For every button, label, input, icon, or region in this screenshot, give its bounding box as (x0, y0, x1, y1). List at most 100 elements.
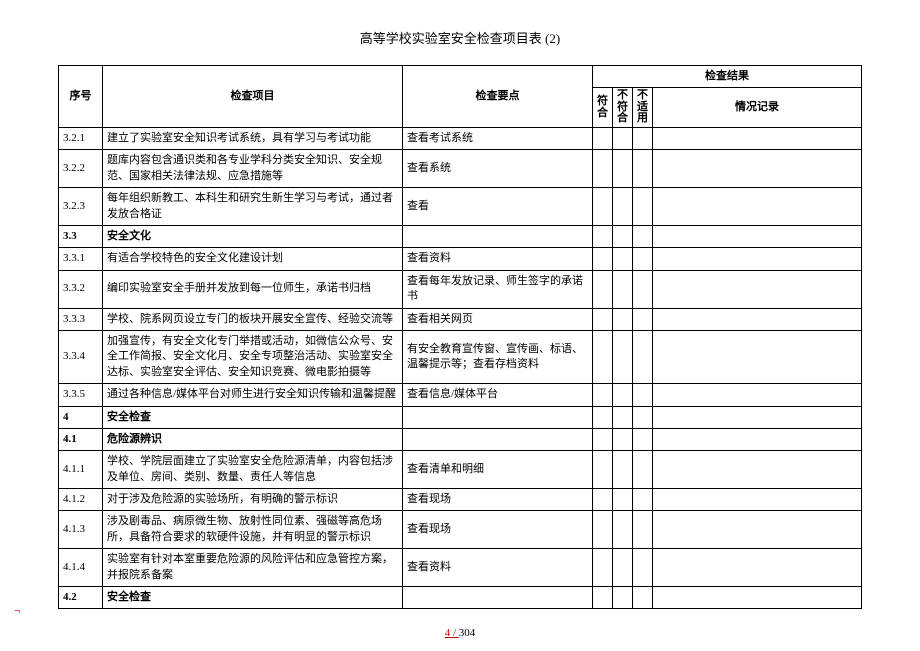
cell-seq: 4.1.2 (59, 489, 103, 511)
cell-seq: 3.2.2 (59, 150, 103, 188)
cell-check (593, 308, 613, 330)
cell-check (613, 384, 633, 406)
cell-seq: 4.1.4 (59, 549, 103, 587)
cell-point (403, 428, 593, 450)
cell-record (653, 587, 862, 609)
cell-check (613, 587, 633, 609)
cell-seq: 3.3 (59, 225, 103, 247)
cell-point (403, 406, 593, 428)
cell-check (613, 308, 633, 330)
cell-check (633, 225, 653, 247)
cell-check (593, 511, 613, 549)
cell-point: 查看信息/媒体平台 (403, 384, 593, 406)
cell-record (653, 248, 862, 270)
table-row: 3.3.4加强宣传，有安全文化专门举措或活动，如微信公众号、安全工作简报、安全文… (59, 330, 862, 383)
cell-item: 实验室有针对本室重要危险源的风险评估和应急管控方案，并报院系备案 (103, 549, 403, 587)
cell-item: 每年组织新教工、本科生和研究生新生学习与考试，通过者发放合格证 (103, 188, 403, 226)
cell-check (593, 489, 613, 511)
cell-seq: 3.2.1 (59, 128, 103, 150)
cell-item: 编印实验室安全手册并发放到每一位师生，承诺书归档 (103, 270, 403, 308)
cell-check (613, 225, 633, 247)
cell-seq: 3.3.5 (59, 384, 103, 406)
cell-point: 查看资料 (403, 549, 593, 587)
cell-item: 安全检查 (103, 406, 403, 428)
table-row: 3.3.5通过各种信息/媒体平台对师生进行安全知识传输和温馨提醒查看信息/媒体平… (59, 384, 862, 406)
cell-seq: 4.1 (59, 428, 103, 450)
cell-check (593, 128, 613, 150)
table-row: 4.1危险源辨识 (59, 428, 862, 450)
cell-item: 有适合学校特色的安全文化建设计划 (103, 248, 403, 270)
cell-check (633, 150, 653, 188)
cell-check (613, 270, 633, 308)
cell-check (593, 384, 613, 406)
header-na: 不适用 (633, 88, 653, 128)
cell-check (613, 128, 633, 150)
cell-check (613, 549, 633, 587)
cell-item: 题库内容包含通识类和各专业学科分类安全知识、安全规范、国家相关法律法规、应急措施… (103, 150, 403, 188)
cell-record (653, 489, 862, 511)
cell-seq: 3.3.3 (59, 308, 103, 330)
cell-point: 查看考试系统 (403, 128, 593, 150)
cell-record (653, 270, 862, 308)
header-seq: 序号 (59, 66, 103, 128)
table-row: 3.3.2编印实验室安全手册并发放到每一位师生，承诺书归档查看每年发放记录、师生… (59, 270, 862, 308)
cell-record (653, 308, 862, 330)
cell-check (633, 270, 653, 308)
cell-check (633, 406, 653, 428)
table-head: 序号 检查项目 检查要点 检查结果 符合 不符合 不适用 情况记录 (59, 66, 862, 128)
cell-check (633, 308, 653, 330)
cell-check (613, 406, 633, 428)
cell-check (613, 248, 633, 270)
cell-point: 查看 (403, 188, 593, 226)
header-fail: 不符合 (613, 88, 633, 128)
cell-point: 有安全教育宣传窗、宣传画、标语、温馨提示等；查看存档资料 (403, 330, 593, 383)
cell-check (593, 330, 613, 383)
cell-record (653, 128, 862, 150)
cell-record (653, 384, 862, 406)
page-title: 高等学校实验室安全检查项目表 (2) (58, 28, 862, 47)
page-footer: 4 / 304 (0, 627, 920, 639)
table-body: 3.2.1建立了实验室安全知识考试系统，具有学习与考试功能查看考试系统3.2.2… (59, 128, 862, 609)
cell-point: 查看相关网页 (403, 308, 593, 330)
document-page: 高等学校实验室安全检查项目表 (2) 序号 检查项目 检查要点 检查结果 符合 … (0, 0, 920, 609)
cell-check (593, 188, 613, 226)
cell-point (403, 587, 593, 609)
cell-check (613, 511, 633, 549)
cell-check (613, 188, 633, 226)
cell-record (653, 330, 862, 383)
cell-record (653, 225, 862, 247)
table-row: 4.1.1学校、学院层面建立了实验室安全危险源清单，内容包括涉及单位、房间、类别… (59, 451, 862, 489)
page-sep: / (450, 627, 459, 639)
header-pass: 符合 (593, 88, 613, 128)
table-row: 4.1.4实验室有针对本室重要危险源的风险评估和应急管控方案，并报院系备案查看资… (59, 549, 862, 587)
table-row: 4.1.3涉及剧毒品、病原微生物、放射性同位素、强磁等高危场所，具备符合要求的软… (59, 511, 862, 549)
cell-check (593, 549, 613, 587)
cell-seq: 3.3.4 (59, 330, 103, 383)
cell-check (613, 150, 633, 188)
cell-record (653, 406, 862, 428)
cell-item: 建立了实验室安全知识考试系统，具有学习与考试功能 (103, 128, 403, 150)
header-result-group: 检查结果 (593, 66, 862, 88)
table-row: 4安全检查 (59, 406, 862, 428)
table-row: 3.2.1建立了实验室安全知识考试系统，具有学习与考试功能查看考试系统 (59, 128, 862, 150)
cell-check (633, 128, 653, 150)
cell-item: 加强宣传，有安全文化专门举措或活动，如微信公众号、安全工作简报、安全文化月、安全… (103, 330, 403, 383)
cell-check (633, 384, 653, 406)
cell-check (633, 428, 653, 450)
table-row: 3.2.2题库内容包含通识类和各专业学科分类安全知识、安全规范、国家相关法律法规… (59, 150, 862, 188)
cell-check (593, 428, 613, 450)
cell-check (633, 511, 653, 549)
cell-record (653, 188, 862, 226)
cell-seq: 3.3.2 (59, 270, 103, 308)
cell-check (633, 188, 653, 226)
cell-point: 查看现场 (403, 489, 593, 511)
cell-point (403, 225, 593, 247)
cell-seq: 4.1.3 (59, 511, 103, 549)
cell-seq: 3.2.3 (59, 188, 103, 226)
cell-item: 安全文化 (103, 225, 403, 247)
cell-check (613, 428, 633, 450)
cell-check (613, 330, 633, 383)
cell-seq: 4 (59, 406, 103, 428)
cell-check (613, 451, 633, 489)
table-row: 4.2安全检查 (59, 587, 862, 609)
